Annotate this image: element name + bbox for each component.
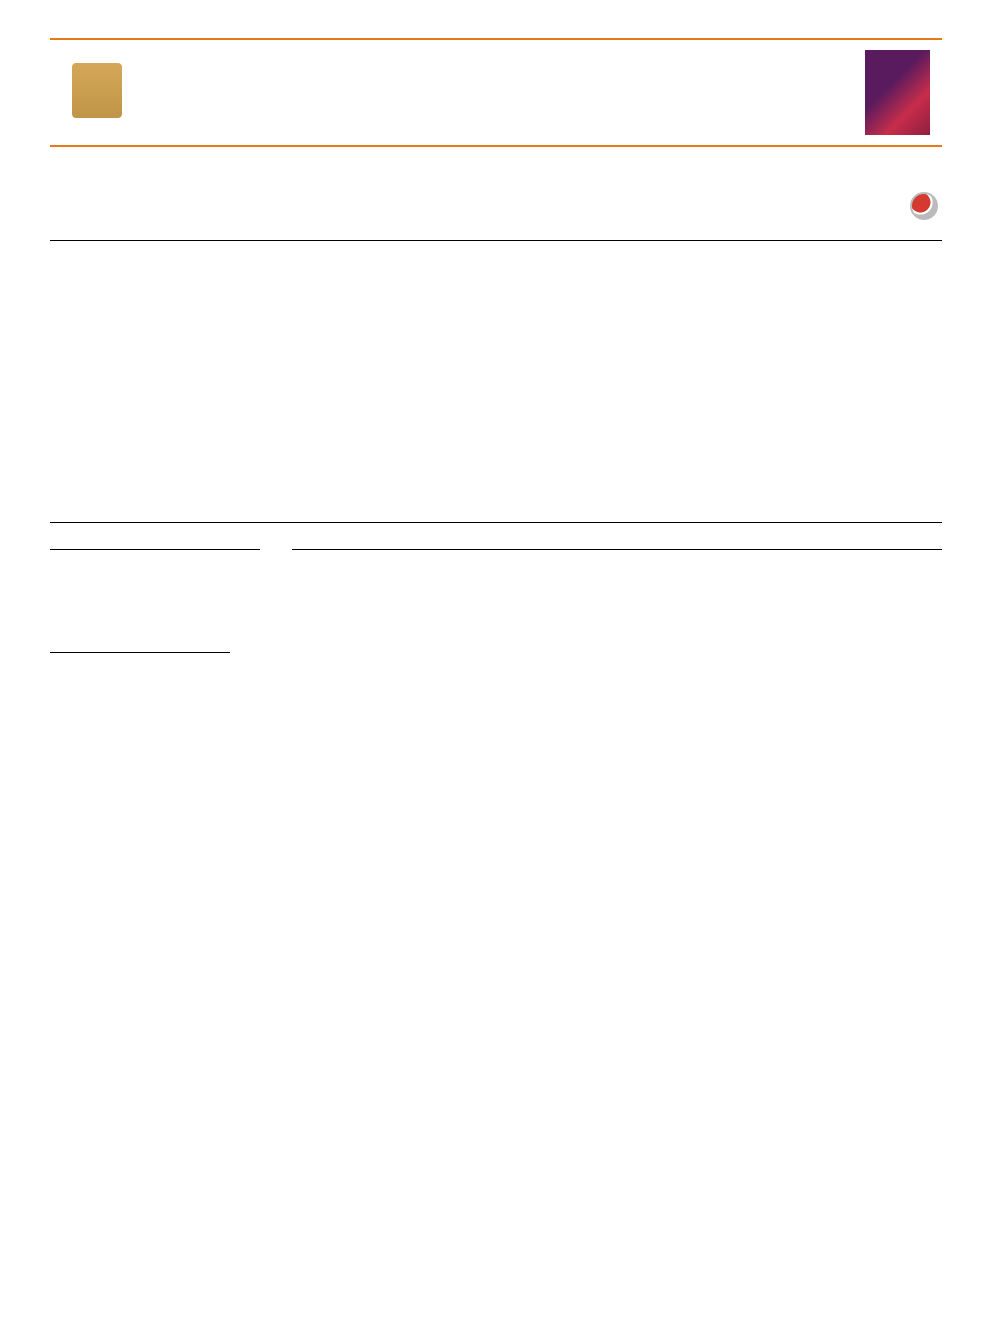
elsevier-tree-icon xyxy=(72,63,122,118)
divider xyxy=(50,522,942,523)
corresponding-author-footnote xyxy=(50,659,942,689)
journal-cover-thumbnail xyxy=(865,50,930,135)
xrpd-chart xyxy=(292,267,607,502)
footnote-separator xyxy=(50,652,230,653)
graphical-abstract-figures xyxy=(292,267,942,502)
crossmark-badge[interactable] xyxy=(910,192,942,220)
doi-block xyxy=(50,703,942,717)
divider xyxy=(50,240,942,241)
crossmark-icon xyxy=(910,192,938,220)
elsevier-logo xyxy=(62,53,132,133)
ftir-chart xyxy=(627,267,942,502)
journal-header xyxy=(50,38,942,147)
